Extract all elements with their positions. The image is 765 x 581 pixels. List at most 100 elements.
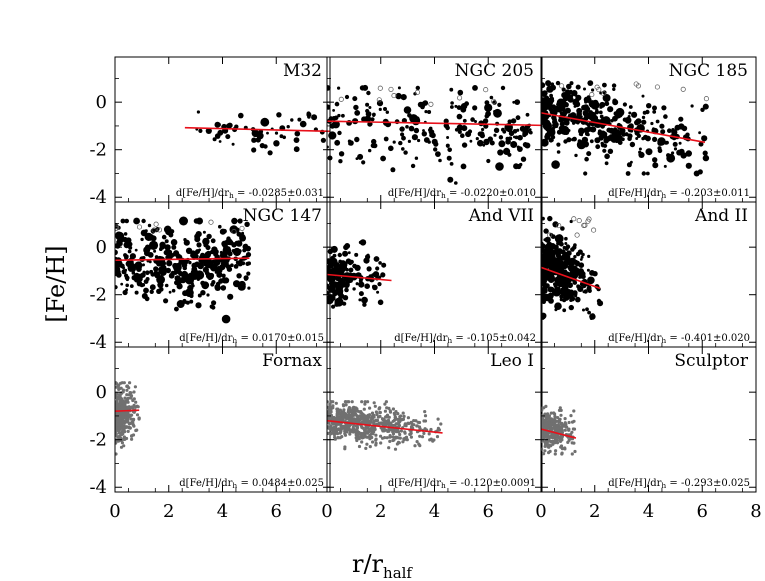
data-point xyxy=(587,310,591,315)
data-point xyxy=(403,106,412,114)
data-point xyxy=(560,290,564,294)
data-point xyxy=(554,308,558,312)
data-point xyxy=(141,218,146,224)
data-point xyxy=(178,271,184,277)
data-point xyxy=(343,445,347,449)
data-point xyxy=(541,82,546,89)
data-point xyxy=(573,449,577,454)
data-point xyxy=(564,279,570,286)
data-point xyxy=(553,441,557,445)
data-point xyxy=(373,256,380,262)
gradient-annotation: d[Fe/H]/drh = -0.120±0.0091 xyxy=(388,478,536,490)
data-point xyxy=(570,247,575,252)
data-point xyxy=(372,401,376,405)
data-point xyxy=(671,151,675,155)
data-point xyxy=(438,158,442,163)
data-point xyxy=(246,271,251,276)
data-point xyxy=(361,116,367,123)
scatter-points xyxy=(195,110,326,156)
data-point xyxy=(258,129,264,134)
data-point xyxy=(423,137,430,143)
y-axis-label: [Fe/H] xyxy=(42,245,70,322)
data-point xyxy=(276,112,282,118)
data-point xyxy=(560,254,567,261)
y-tick-label: -4 xyxy=(89,332,107,353)
data-point xyxy=(143,279,149,284)
panel-ngc-205: NGC 205 d[Fe/H]/drh = -0.0220±0.010 xyxy=(326,56,543,203)
data-point xyxy=(484,103,493,112)
data-point xyxy=(641,171,646,176)
annotation-value: = -0.401±0.020 xyxy=(666,333,750,344)
data-point xyxy=(548,418,552,422)
data-point xyxy=(218,278,224,284)
data-point xyxy=(331,427,336,431)
panel-title: M32 xyxy=(283,61,322,81)
data-point xyxy=(134,400,138,404)
data-point xyxy=(571,90,578,97)
data-point xyxy=(339,430,343,434)
data-point xyxy=(251,147,257,153)
data-point-open xyxy=(600,90,606,97)
data-point xyxy=(267,150,273,156)
data-point xyxy=(366,266,372,272)
data-point xyxy=(544,273,550,279)
data-point xyxy=(336,436,340,440)
data-point xyxy=(411,134,418,141)
data-point xyxy=(115,400,119,404)
data-point-open xyxy=(547,232,553,238)
data-point xyxy=(645,135,651,142)
data-point xyxy=(369,122,373,126)
data-point xyxy=(560,119,564,124)
data-point xyxy=(118,387,122,391)
data-point xyxy=(543,433,547,437)
data-point xyxy=(541,312,547,319)
data-point xyxy=(553,412,557,416)
data-point xyxy=(211,300,217,306)
data-point xyxy=(514,99,521,105)
data-point xyxy=(433,147,438,152)
data-point xyxy=(603,143,608,148)
data-point xyxy=(525,112,530,117)
data-point xyxy=(117,427,121,431)
data-point xyxy=(392,429,396,433)
data-point xyxy=(572,409,576,413)
data-point xyxy=(123,430,127,434)
data-point xyxy=(370,117,375,122)
annotation-sub: h xyxy=(661,191,666,200)
data-point xyxy=(343,244,349,251)
data-point xyxy=(498,140,506,148)
data-point xyxy=(337,130,342,136)
data-point xyxy=(556,248,563,255)
scatter-points xyxy=(327,84,533,185)
data-point xyxy=(365,102,370,107)
data-point xyxy=(510,118,517,124)
data-point xyxy=(493,133,497,137)
data-point xyxy=(547,215,553,222)
data-point xyxy=(545,283,550,289)
data-point xyxy=(564,285,569,289)
data-point xyxy=(163,298,169,304)
data-point xyxy=(517,134,523,141)
data-point xyxy=(458,115,463,119)
data-point xyxy=(366,430,370,434)
data-point xyxy=(156,288,162,294)
data-point xyxy=(555,80,561,86)
data-point xyxy=(550,286,555,292)
data-point xyxy=(366,400,370,404)
data-point xyxy=(328,131,337,140)
data-point xyxy=(547,443,551,447)
data-point xyxy=(343,281,350,289)
data-point xyxy=(543,444,547,448)
data-point xyxy=(622,102,628,107)
data-point xyxy=(383,107,387,111)
data-point xyxy=(351,412,355,416)
data-point xyxy=(446,144,450,148)
data-point-open xyxy=(633,81,639,87)
data-point xyxy=(328,410,332,414)
data-point xyxy=(630,129,634,133)
data-point xyxy=(149,284,156,291)
data-point xyxy=(551,419,555,423)
data-point xyxy=(383,402,387,406)
data-point xyxy=(461,103,467,109)
data-point xyxy=(454,104,458,108)
